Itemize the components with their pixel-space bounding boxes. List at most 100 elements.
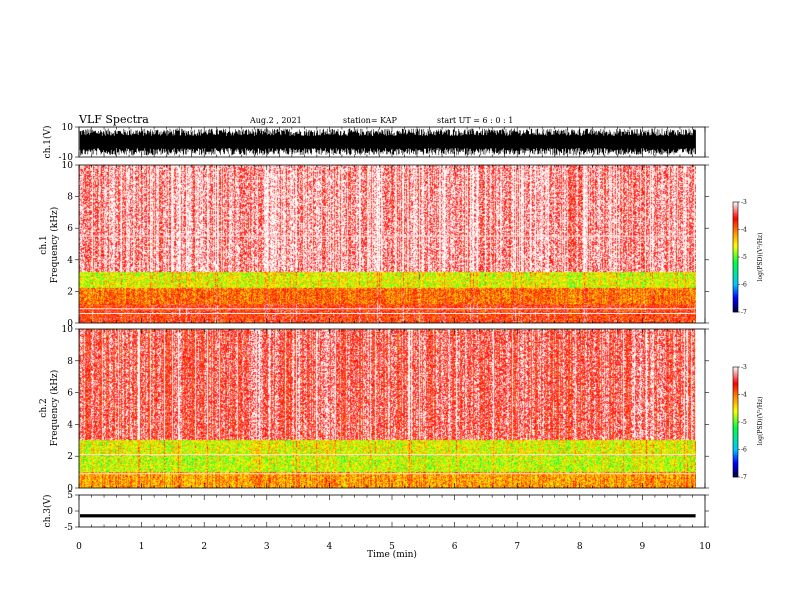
ch2-colorbar-swatch [733, 439, 738, 442]
ch1-colorbar-swatch [733, 277, 738, 280]
ch1-colorbar-label: log(PSD)(V²/Hz) [757, 233, 764, 282]
ch2-spectrogram-channel-label: ch.2 [39, 398, 49, 417]
ch1-colorbar-swatch [733, 218, 738, 221]
ch2-spectrogram-panel: 0 2 4 6 8 10 [62, 325, 709, 494]
ch2-colorbar-swatch [733, 448, 738, 450]
ch1-colorbar-swatch [733, 269, 738, 272]
ch2-colorbar: -3 -4 -5 -6 -7 [732, 364, 747, 481]
ch1-colorbar-swatch [733, 252, 738, 255]
ch2-colorbar-swatch [733, 438, 738, 441]
time-tick-label: 4 [327, 542, 333, 552]
ch2-colorbar-swatch [733, 471, 738, 474]
ch2-spectrogram-image [79, 329, 696, 488]
ch2-colorbar-swatch [733, 395, 738, 398]
time-tick-label: 0 [76, 542, 82, 552]
ch2-colorbar-tick-label: -6 [741, 447, 747, 454]
ch2-colorbar-swatch [733, 453, 738, 456]
ch2-spectrogram-ytick-label: 8 [67, 357, 73, 367]
ch2-colorbar-swatch [733, 413, 738, 416]
ch1-colorbar-swatch [733, 283, 738, 285]
ch2-colorbar-swatch [733, 384, 738, 387]
ch2-colorbar-swatch [733, 430, 738, 432]
ch2-colorbar-swatch [733, 394, 738, 397]
ch2-colorbar-swatch [733, 411, 738, 413]
ch1-spectrogram-image [79, 165, 696, 323]
ch1-colorbar-swatch [733, 272, 738, 274]
ch2-colorbar-swatch [733, 373, 738, 376]
ch2-colorbar-swatch [733, 468, 738, 471]
ch1-colorbar-swatch [733, 206, 738, 208]
ch1-colorbar-swatch [733, 208, 738, 211]
ch2-colorbar-swatch [733, 460, 738, 463]
ch1-colorbar-swatch [733, 237, 738, 240]
ch1-colorbar-swatch [733, 288, 738, 291]
ch1-colorbar-swatch [733, 280, 738, 283]
ch1-colorbar-swatch [733, 295, 738, 298]
ch2-colorbar-swatch [733, 452, 738, 454]
ch2-colorbar-swatch [733, 406, 738, 409]
ch1-colorbar-tick-label: -6 [741, 282, 747, 289]
ch2-colorbar-swatch [733, 431, 738, 434]
ch2-colorbar-label: log(PSD)(V²/Hz) [757, 397, 764, 446]
ch2-colorbar-swatch [733, 368, 738, 371]
ch1-colorbar-swatch [733, 290, 738, 292]
ch1-colorbar-swatch [733, 246, 738, 248]
ch1-colorbar-swatch [733, 202, 738, 204]
ch1-colorbar-swatch [733, 235, 738, 237]
figure-date: Aug.2 , 2021 [249, 116, 302, 125]
ch3-waveform-ytick-label: 0 [67, 507, 73, 517]
ch1-colorbar-swatch [733, 204, 738, 207]
ch1-colorbar-swatch [733, 259, 738, 262]
ch2-colorbar-swatch [733, 379, 738, 382]
ch1-colorbar-tick-label: -5 [741, 254, 747, 261]
ch1-colorbar-swatch [733, 219, 738, 222]
ch2-colorbar-swatch [733, 391, 738, 394]
ch1-colorbar-swatch [733, 287, 738, 289]
ch2-colorbar-swatch [733, 450, 738, 453]
ch2-colorbar-swatch [733, 456, 738, 459]
ch2-colorbar-swatch [733, 372, 738, 375]
ch2-colorbar-swatch [733, 420, 738, 423]
ch2-colorbar-swatch [733, 446, 738, 449]
ch2-colorbar-swatch [733, 441, 738, 443]
ch2-colorbar-swatch [733, 455, 738, 457]
ch1-colorbar-swatch [733, 276, 738, 278]
ch2-colorbar-tick-label: -7 [741, 474, 747, 481]
ch2-colorbar-swatch [733, 382, 738, 384]
ch1-spectrogram-ytick-label: 6 [67, 224, 73, 234]
ch2-colorbar-swatch [733, 463, 738, 465]
ch1-colorbar-swatch [733, 230, 738, 233]
ch1-spectrogram-panel: 0 2 4 6 8 10 [62, 161, 709, 329]
ch1-colorbar-swatch [733, 268, 738, 270]
ch2-colorbar-swatch [733, 472, 738, 475]
ch2-colorbar-swatch [733, 434, 738, 437]
ch2-colorbar-swatch [733, 416, 738, 419]
ch1-colorbar-swatch [733, 262, 738, 265]
ch2-colorbar-swatch [733, 400, 738, 402]
ch1-colorbar-swatch [733, 232, 738, 234]
time-tick-label: 8 [577, 542, 583, 552]
ch1-waveform-ytick-label: -10 [59, 153, 74, 163]
ch1-colorbar-swatch [733, 257, 738, 259]
ch2-colorbar-swatch [733, 419, 738, 421]
ch1-colorbar-swatch [733, 270, 738, 273]
ch1-colorbar-swatch [733, 251, 738, 254]
ch2-colorbar-swatch [733, 390, 738, 393]
ch2-colorbar-swatch [733, 423, 738, 426]
ch1-colorbar-swatch [733, 284, 738, 287]
ch1-spectrogram-ytick-label: 8 [67, 193, 73, 203]
ch1-colorbar-swatch [733, 207, 738, 210]
ch1-colorbar-swatch [733, 265, 738, 267]
time-tick-label: 5 [389, 542, 395, 552]
ch1-colorbar-swatch [733, 299, 738, 302]
ch1-spectrogram-canvas [79, 165, 696, 323]
ch1-colorbar-swatch [733, 225, 738, 228]
ch1-colorbar-swatch [733, 229, 738, 232]
ch1-spectrogram-ylabel: Frequency (kHz) [49, 207, 60, 284]
ch2-colorbar-swatch [733, 405, 738, 408]
ch2-colorbar-swatch [733, 398, 738, 401]
ch1-colorbar-swatch [733, 273, 738, 276]
ch1-colorbar-tick-label: -3 [741, 199, 747, 206]
ch2-colorbar-swatch [733, 387, 738, 390]
ch2-colorbar-swatch [733, 376, 738, 379]
